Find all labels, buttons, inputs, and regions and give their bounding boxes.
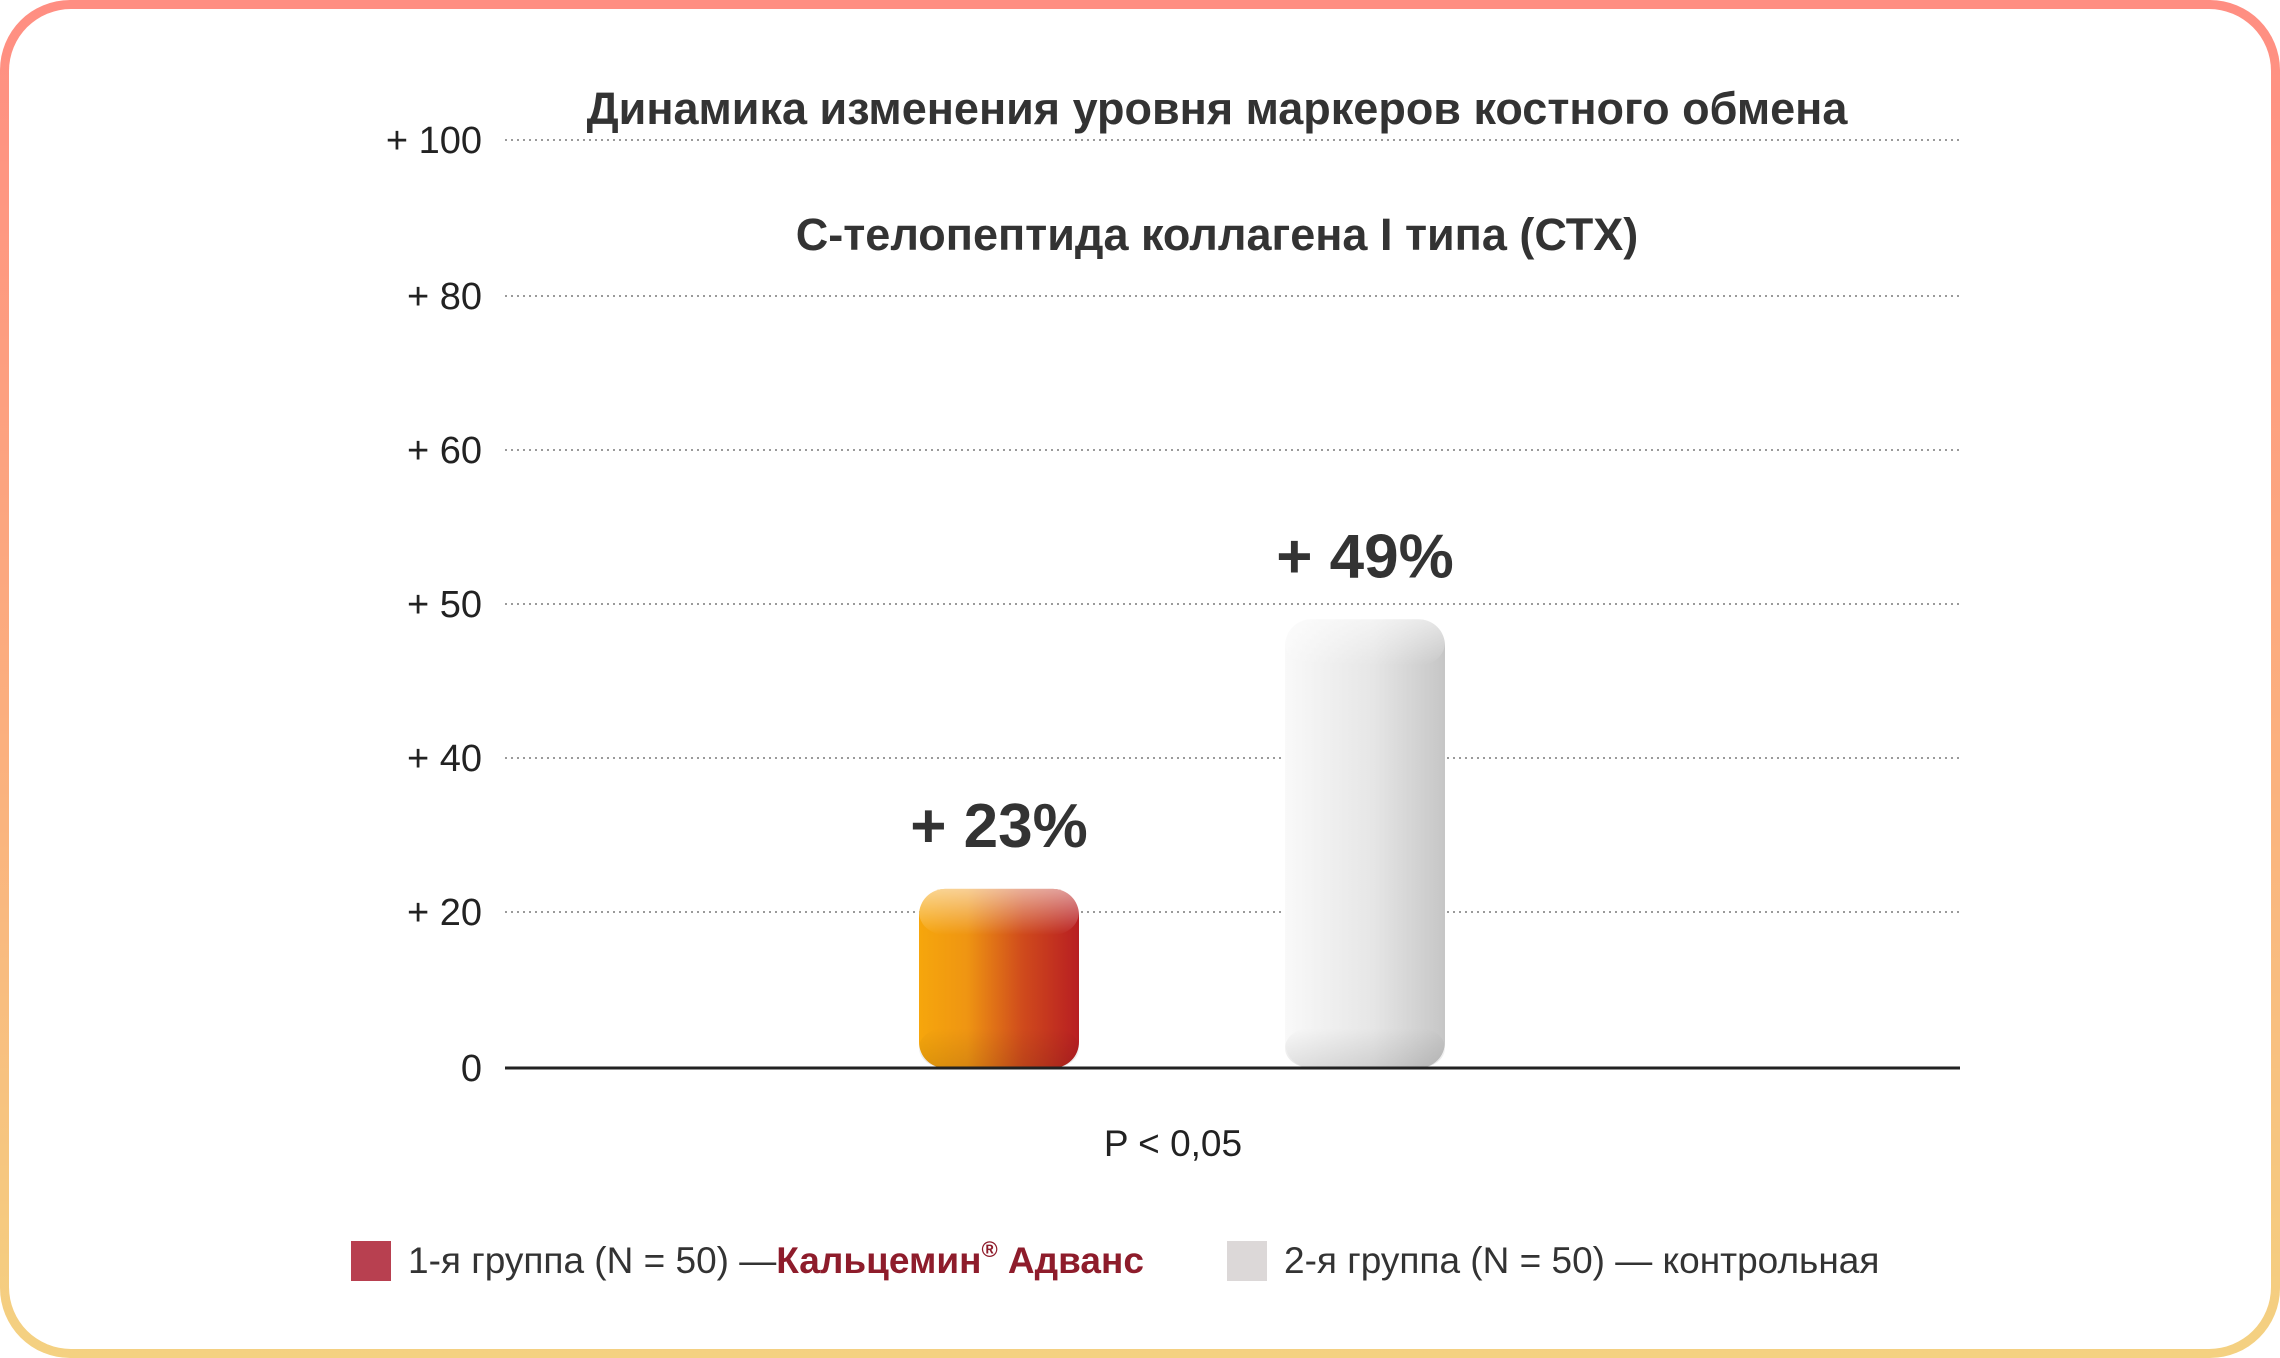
bars: + 23% + 49%	[910, 522, 1454, 1068]
legend-group-1-label: 1-я группа (N = 50) —	[408, 1240, 777, 1281]
chart-subtitle: С-телопептида коллагена I типа (СТХ)	[796, 209, 1638, 260]
y-tick-label: + 60	[407, 430, 482, 472]
y-tick-label: + 80	[407, 276, 482, 318]
legend-swatch-gray	[1227, 1241, 1267, 1281]
legend-swatch-red	[351, 1241, 391, 1281]
legend-item-group-2: 2-я группа (N = 50) — контрольная	[1227, 1237, 1879, 1285]
y-tick-label: + 20	[407, 892, 482, 934]
legend-brand-name: Кальцемин® Адванс	[776, 1237, 1144, 1282]
bar-shade	[919, 1028, 1079, 1068]
card: 0 + 20 + 40 + 50 + 60 + 80 + 100 + 23% + 49% Ди…	[9, 9, 2271, 1349]
y-tick-label: + 40	[407, 738, 482, 780]
bar-group-1: + 23%	[910, 792, 1088, 1068]
y-tick-label: + 100	[386, 120, 482, 162]
y-tick-label: 0	[461, 1048, 482, 1090]
legend-group-2-label: 2-я группа (N = 50) — контрольная	[1284, 1240, 1880, 1281]
bar-value-label: + 23%	[910, 792, 1088, 861]
bar	[1285, 619, 1445, 1068]
bar-group-2: + 49%	[1276, 522, 1454, 1068]
bar-value-label: + 49%	[1276, 522, 1454, 591]
bar-highlight	[1285, 619, 1445, 666]
registered-mark: ®	[981, 1237, 998, 1262]
legend-item-group-1: 1-я группа (N = 50) — Кальцемин® Адванс	[351, 1237, 1144, 1285]
gridlines	[505, 139, 1960, 913]
p-value-note: P < 0,05	[1104, 1123, 1242, 1164]
chart-title: Динамика изменения уровня маркеров костн…	[587, 83, 1849, 134]
y-axis-ticks: 0 + 20 + 40 + 50 + 60 + 80 + 100	[386, 120, 482, 1090]
y-tick-label: + 50	[407, 584, 482, 626]
bar-chart: 0 + 20 + 40 + 50 + 60 + 80 + 100 + 23% + 49% Ди…	[386, 83, 1960, 1164]
bar-highlight	[919, 888, 1079, 935]
bar-shade	[1285, 1028, 1445, 1068]
